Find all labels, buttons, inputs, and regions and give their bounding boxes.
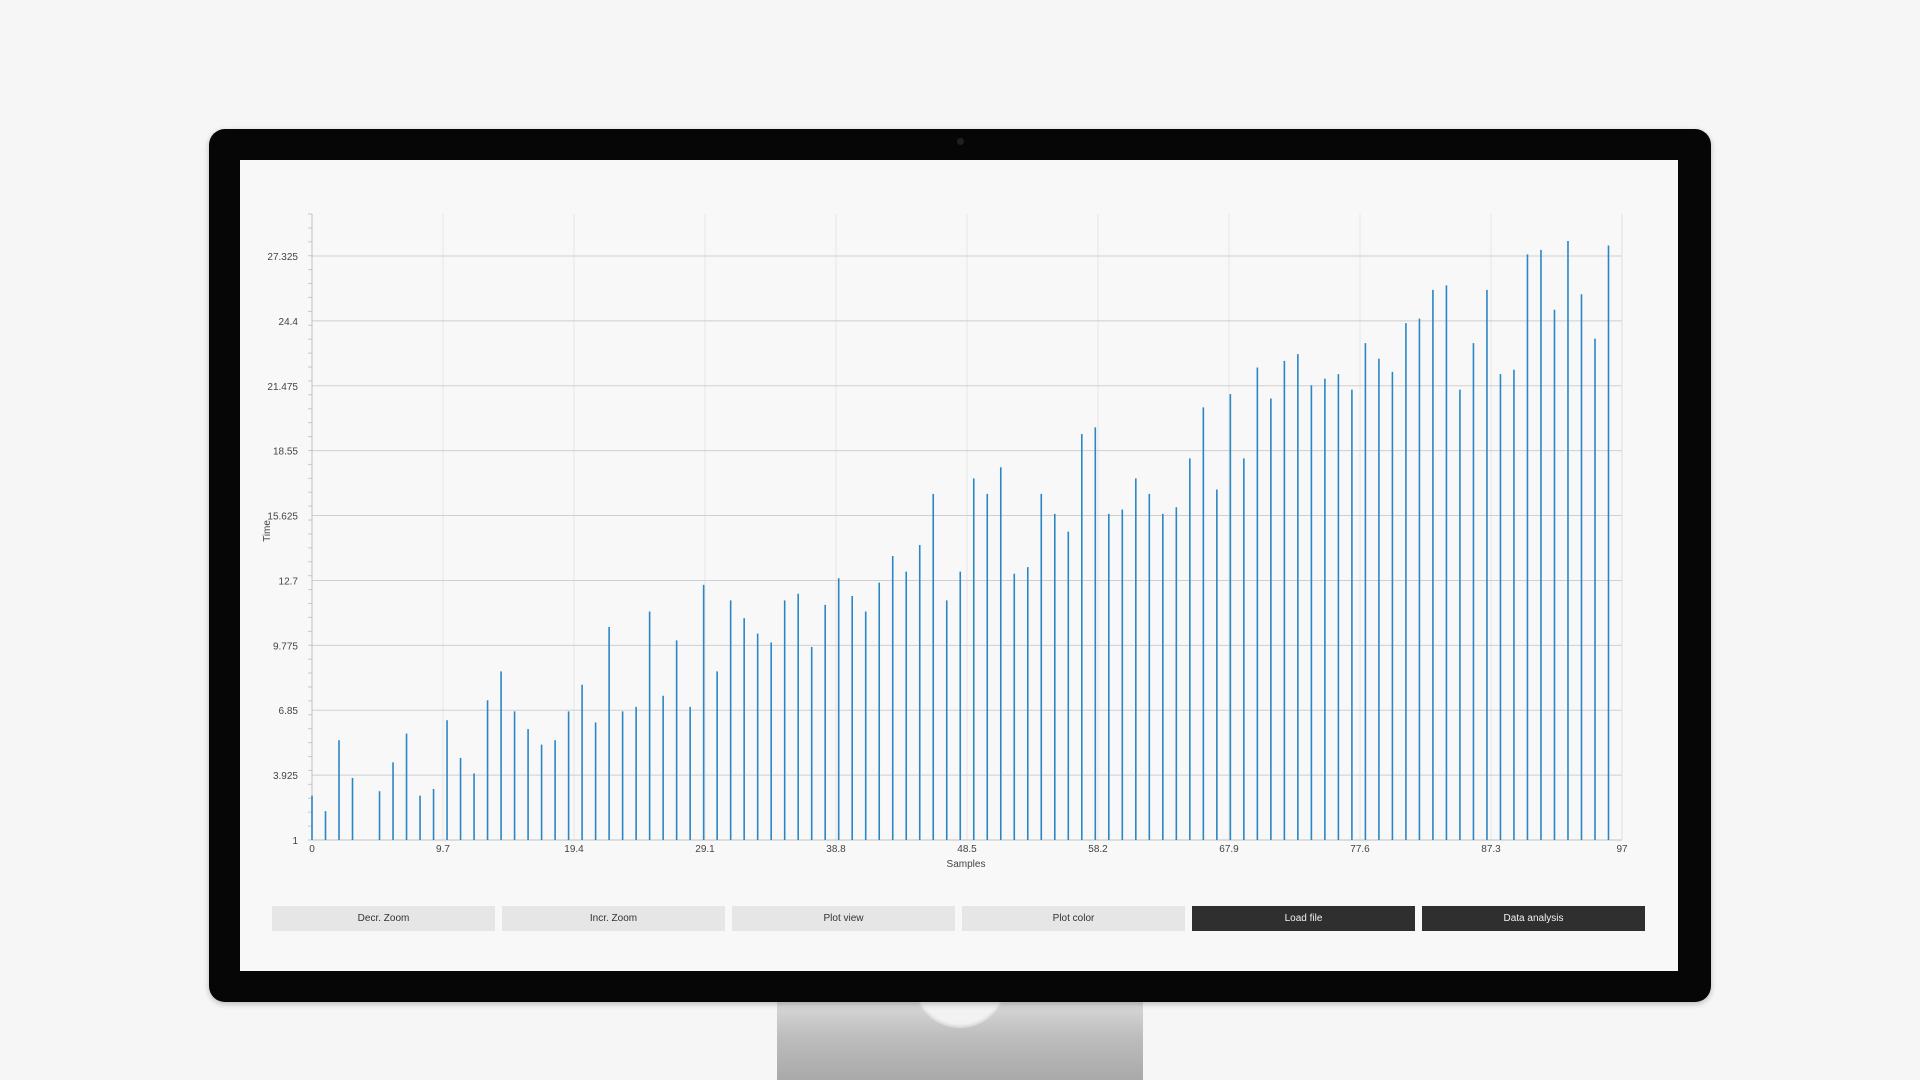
y-tick-label: 6.85 [279,706,299,717]
y-tick-label: 21.475 [267,382,298,393]
incr-zoom-button[interactable]: Incr. Zoom [502,906,725,931]
toolbar: Decr. Zoom Incr. Zoom Plot view Plot col… [272,906,1647,931]
load-file-button[interactable]: Load file [1192,906,1415,931]
y-tick-label: 27.325 [267,252,298,263]
data-analysis-button[interactable]: Data analysis [1422,906,1645,931]
y-tick-label: 24.4 [279,317,299,328]
y-tick-label: 3.925 [273,771,298,782]
x-axis-title: Samples [947,859,986,870]
y-tick-label: 9.775 [273,641,298,652]
grid-lines [311,214,1623,841]
webcam-icon [957,138,964,145]
axes [308,213,1623,841]
x-tick-label: 29.1 [695,844,715,855]
y-tick-label: 12.7 [279,576,299,587]
x-tick-label: 58.2 [1088,844,1108,855]
y-tick-label: 18.55 [273,447,298,458]
x-tick-label: 48.5 [957,844,977,855]
app-window: 0 9.7 19.4 29.1 38.8 48.5 58.2 67.9 77.6 87.3 97 1 3… [240,160,1678,971]
y-tick-label: 15.625 [267,512,298,523]
x-tick-label: 38.8 [826,844,846,855]
data-bars [311,241,1610,840]
bar-chart: 0 9.7 19.4 29.1 38.8 48.5 58.2 67.9 77.6 87.3 97 1 3… [262,213,1628,870]
x-tick-label: 77.6 [1350,844,1370,855]
tick-labels: 0 9.7 19.4 29.1 38.8 48.5 58.2 67.9 77.6 87.3 97 1 3… [267,252,1628,855]
y-axis-title: Time [262,520,273,542]
decr-zoom-button[interactable]: Decr. Zoom [272,906,495,931]
x-tick-label: 9.7 [436,844,450,855]
x-tick-label: 97 [1616,844,1628,855]
x-tick-label: 67.9 [1219,844,1239,855]
plot-view-button[interactable]: Plot view [732,906,955,931]
x-tick-label: 87.3 [1481,844,1501,855]
plot-color-button[interactable]: Plot color [962,906,1185,931]
x-tick-label: 0 [309,844,315,855]
y-tick-label: 1 [292,836,298,847]
x-tick-label: 19.4 [564,844,584,855]
